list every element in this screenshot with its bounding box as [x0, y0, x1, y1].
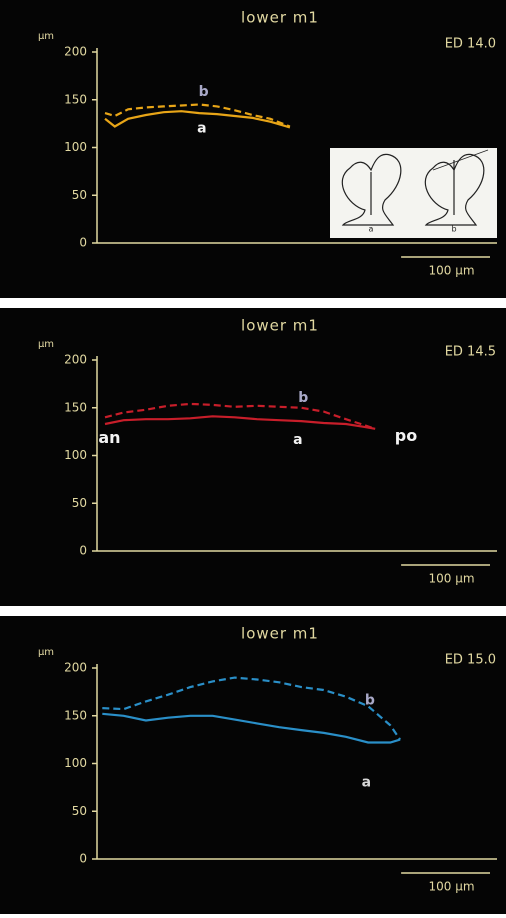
series-label: b — [365, 692, 375, 708]
y-tick-label: 200 — [64, 353, 87, 367]
y-tick-label: 0 — [79, 852, 87, 866]
series-label: a — [293, 432, 302, 448]
stage-label: ED 14.0 — [445, 37, 496, 52]
stage-label: ED 15.0 — [445, 653, 496, 668]
y-tick-label: 50 — [72, 804, 87, 818]
inset-label: a — [369, 225, 374, 234]
scale-bar-label: 100 µm — [429, 880, 475, 894]
y-axis-label: µm — [38, 339, 54, 350]
stage-label: ED 14.5 — [445, 345, 496, 360]
y-tick-label: 50 — [72, 496, 87, 510]
data-line — [104, 110, 291, 129]
inset-label: b — [451, 225, 456, 234]
series-label: b — [199, 84, 209, 100]
y-tick-label: 0 — [79, 544, 87, 558]
panel: lower m1 µm ED 14.0 0 50 100 150 200 100 µm a b a b — [0, 0, 506, 298]
chart-title: lower m1 — [241, 9, 319, 27]
y-tick-label: 150 — [64, 708, 87, 722]
series-label: b — [298, 390, 308, 406]
data-line — [104, 415, 376, 430]
y-axis-label: µm — [38, 31, 54, 42]
inset-tangent — [432, 149, 489, 171]
annotation: po — [395, 426, 417, 445]
chart-title: lower m1 — [241, 317, 319, 335]
annotation: an — [98, 428, 120, 447]
y-tick-label: 100 — [64, 448, 87, 462]
chart-title: lower m1 — [241, 625, 319, 643]
y-tick-label: 50 — [72, 188, 87, 202]
y-tick-label: 0 — [79, 236, 87, 250]
series-label: a — [362, 775, 371, 791]
data-line — [102, 676, 402, 741]
data-line — [102, 712, 401, 744]
scale-bar-label: 100 µm — [429, 572, 475, 586]
series-label: a — [197, 120, 206, 136]
scale-bar-label: 100 µm — [429, 264, 475, 278]
y-axis-label: µm — [38, 647, 54, 658]
data-line — [104, 402, 376, 430]
y-tick-label: 200 — [64, 45, 87, 59]
chart: lower m1 µm ED 15.0 0 50 100 150 200 100 µm a b — [38, 625, 497, 894]
y-tick-label: 100 — [64, 756, 87, 770]
chart: lower m1 µm ED 14.5 0 50 100 150 200 100 µm a b an p… — [38, 317, 497, 586]
y-tick-label: 200 — [64, 661, 87, 675]
y-tick-label: 150 — [64, 92, 87, 106]
y-tick-label: 100 — [64, 140, 87, 154]
inset-tooth — [341, 153, 402, 226]
y-tick-label: 150 — [64, 400, 87, 414]
panel: lower m1 µm ED 14.5 0 50 100 150 200 100 µm a b an p… — [0, 308, 506, 606]
panel: lower m1 µm ED 15.0 0 50 100 150 200 100 µm a b — [0, 616, 506, 914]
data-line — [104, 103, 291, 128]
